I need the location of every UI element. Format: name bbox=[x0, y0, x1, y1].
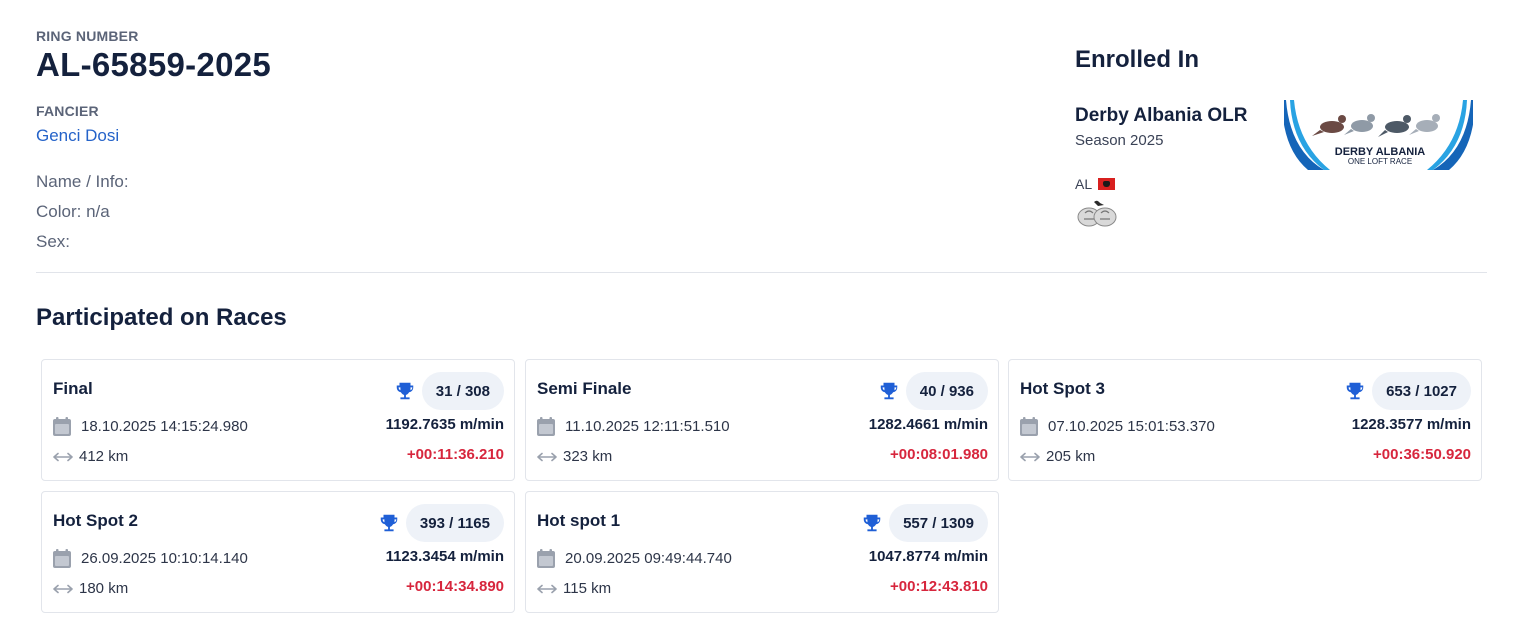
sex-line: Sex: bbox=[36, 232, 71, 251]
trophy-icon bbox=[380, 514, 398, 532]
race-distance: 180 km bbox=[79, 580, 129, 597]
race-card[interactable]: Hot spot 1 557 / 1309 20.09.2025 09:49:4… bbox=[525, 491, 999, 613]
calendar-icon bbox=[53, 417, 71, 436]
ring-number: AL-65859-2025 bbox=[36, 46, 272, 83]
trophy-icon bbox=[880, 382, 898, 400]
race-title: Hot Spot 3 bbox=[1020, 379, 1105, 398]
race-speed: 1228.3577 m/min bbox=[1351, 416, 1471, 433]
race-card[interactable]: Hot Spot 2 393 / 1165 26.09.2025 10:10:1… bbox=[41, 491, 515, 613]
race-distance: 323 km bbox=[563, 448, 613, 465]
race-datetime: 18.10.2025 14:15:24.980 bbox=[81, 418, 248, 435]
position-badge: 653 / 1027 bbox=[1372, 372, 1471, 410]
derby-albania-banner: DERBY ALBANIA ONE LOFT RACE bbox=[1284, 100, 1473, 170]
race-position: 40 / 936 bbox=[878, 372, 988, 410]
banner-subtitle: ONE LOFT RACE bbox=[1348, 157, 1412, 166]
enrolled-race-name[interactable]: Derby Albania OLR bbox=[1075, 105, 1248, 126]
country-code: AL bbox=[1075, 176, 1093, 192]
distance-arrows-icon bbox=[1020, 452, 1040, 461]
race-time-diff: +00:36:50.920 bbox=[1373, 446, 1471, 463]
position-badge: 40 / 936 bbox=[905, 372, 988, 410]
race-speed: 1047.8774 m/min bbox=[868, 548, 988, 565]
calendar-icon bbox=[53, 549, 71, 568]
race-speed: 1123.3454 m/min bbox=[385, 548, 504, 565]
section-divider bbox=[36, 272, 1487, 273]
race-distance-row: 180 km bbox=[53, 580, 128, 597]
calendar-icon bbox=[537, 417, 555, 436]
race-speed: 1192.7635 m/min bbox=[385, 416, 504, 433]
fancier-name-link[interactable]: Genci Dosi bbox=[36, 126, 120, 145]
race-distance-row: 205 km bbox=[1020, 448, 1095, 465]
fancier-label: FANCIER bbox=[36, 103, 99, 119]
race-position: 31 / 308 bbox=[394, 372, 504, 410]
ring-number-label: RING NUMBER bbox=[36, 28, 139, 44]
race-date-row: 11.10.2025 12:11:51.510 bbox=[537, 417, 730, 436]
enrolled-in-title: Enrolled In bbox=[1075, 46, 1200, 73]
race-title: Hot Spot 2 bbox=[53, 511, 138, 530]
race-title: Hot spot 1 bbox=[537, 511, 621, 530]
race-time-diff: +00:08:01.980 bbox=[890, 446, 988, 463]
race-datetime: 07.10.2025 15:01:53.370 bbox=[1048, 418, 1215, 435]
albania-flag-icon bbox=[1098, 178, 1116, 190]
distance-arrows-icon bbox=[53, 584, 73, 593]
color-line: Color: n/a bbox=[36, 202, 110, 221]
race-date-row: 26.09.2025 10:10:14.140 bbox=[53, 549, 248, 568]
position-badge: 393 / 1165 bbox=[405, 504, 504, 542]
race-distance: 205 km bbox=[1046, 448, 1096, 465]
distance-arrows-icon bbox=[53, 452, 73, 461]
race-date-row: 07.10.2025 15:01:53.370 bbox=[1020, 417, 1215, 436]
trophy-icon bbox=[863, 514, 881, 532]
name-info-line: Name / Info: bbox=[36, 172, 129, 191]
race-time-diff: +00:12:43.810 bbox=[890, 578, 988, 595]
race-distance-row: 412 km bbox=[53, 448, 128, 465]
race-distance: 115 km bbox=[563, 580, 612, 597]
race-card[interactable]: Hot Spot 3 653 / 1027 07.10.2025 15:01:5… bbox=[1008, 359, 1482, 481]
race-datetime: 26.09.2025 10:10:14.140 bbox=[81, 550, 248, 567]
position-badge: 31 / 308 bbox=[421, 372, 504, 410]
race-datetime: 11.10.2025 12:11:51.510 bbox=[565, 418, 730, 435]
calendar-icon bbox=[1020, 417, 1038, 436]
trophy-icon bbox=[396, 382, 414, 400]
race-position: 557 / 1309 bbox=[861, 504, 988, 542]
calendar-icon bbox=[537, 549, 555, 568]
position-badge: 557 / 1309 bbox=[889, 504, 988, 542]
distance-arrows-icon bbox=[537, 452, 557, 461]
race-distance-row: 323 km bbox=[537, 448, 612, 465]
race-title: Final bbox=[53, 379, 93, 398]
races-section-title: Participated on Races bbox=[36, 304, 287, 331]
trophy-icon bbox=[1346, 382, 1364, 400]
enrolled-country: AL bbox=[1075, 176, 1116, 192]
race-title: Semi Finale bbox=[537, 379, 632, 398]
race-speed: 1282.4661 m/min bbox=[868, 416, 988, 433]
race-time-diff: +00:11:36.210 bbox=[406, 446, 504, 463]
race-card[interactable]: Semi Finale 40 / 936 11.10.2025 12:11:51… bbox=[525, 359, 999, 481]
banner-title: DERBY ALBANIA bbox=[1335, 146, 1426, 158]
fci-logo bbox=[1077, 200, 1117, 227]
race-time-diff: +00:14:34.890 bbox=[406, 578, 504, 595]
enrolled-season: Season 2025 bbox=[1075, 132, 1164, 149]
race-date-row: 18.10.2025 14:15:24.980 bbox=[53, 417, 248, 436]
race-distance: 412 km bbox=[79, 448, 129, 465]
distance-arrows-icon bbox=[537, 584, 557, 593]
race-date-row: 20.09.2025 09:49:44.740 bbox=[537, 549, 732, 568]
race-distance-row: 115 km bbox=[537, 580, 611, 597]
race-card[interactable]: Final 31 / 308 18.10.2025 14:15:24.980 4… bbox=[41, 359, 515, 481]
race-position: 653 / 1027 bbox=[1344, 372, 1471, 410]
race-datetime: 20.09.2025 09:49:44.740 bbox=[565, 550, 732, 567]
race-position: 393 / 1165 bbox=[378, 504, 504, 542]
